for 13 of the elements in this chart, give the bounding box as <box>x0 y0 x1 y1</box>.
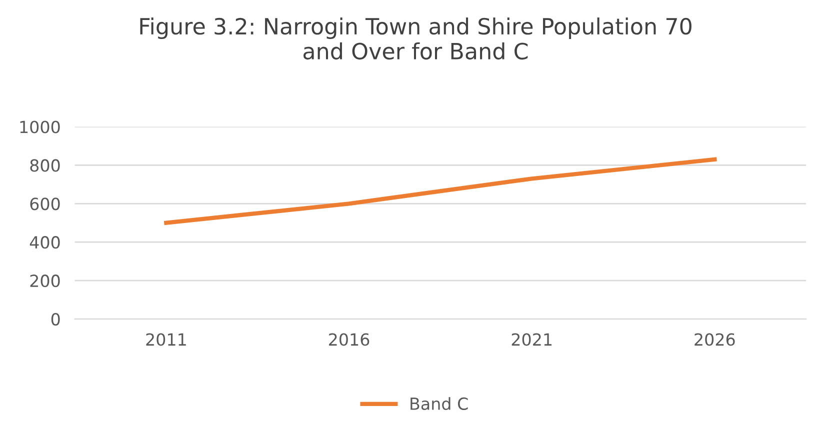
chart-title: Figure 3.2: Narrogin Town and Shire Population 70 and Over for Band C <box>140 17 692 60</box>
x-tick-label: 2016 <box>329 333 370 346</box>
x-tick-label: 2011 <box>146 333 186 346</box>
y-tick-label: 0 <box>51 312 60 326</box>
x-tick-label: 2026 <box>694 333 735 346</box>
line-series <box>164 157 717 225</box>
x-tick-label: 2021 <box>512 333 552 346</box>
y-tick-label: 600 <box>30 198 60 210</box>
y-tick-label: 200 <box>30 274 60 288</box>
y-tick-label: 1000 <box>20 120 60 134</box>
legend-label: Band C <box>410 397 468 410</box>
y-tick-label: 800 <box>30 159 60 172</box>
y-tick-label: 400 <box>30 236 60 249</box>
